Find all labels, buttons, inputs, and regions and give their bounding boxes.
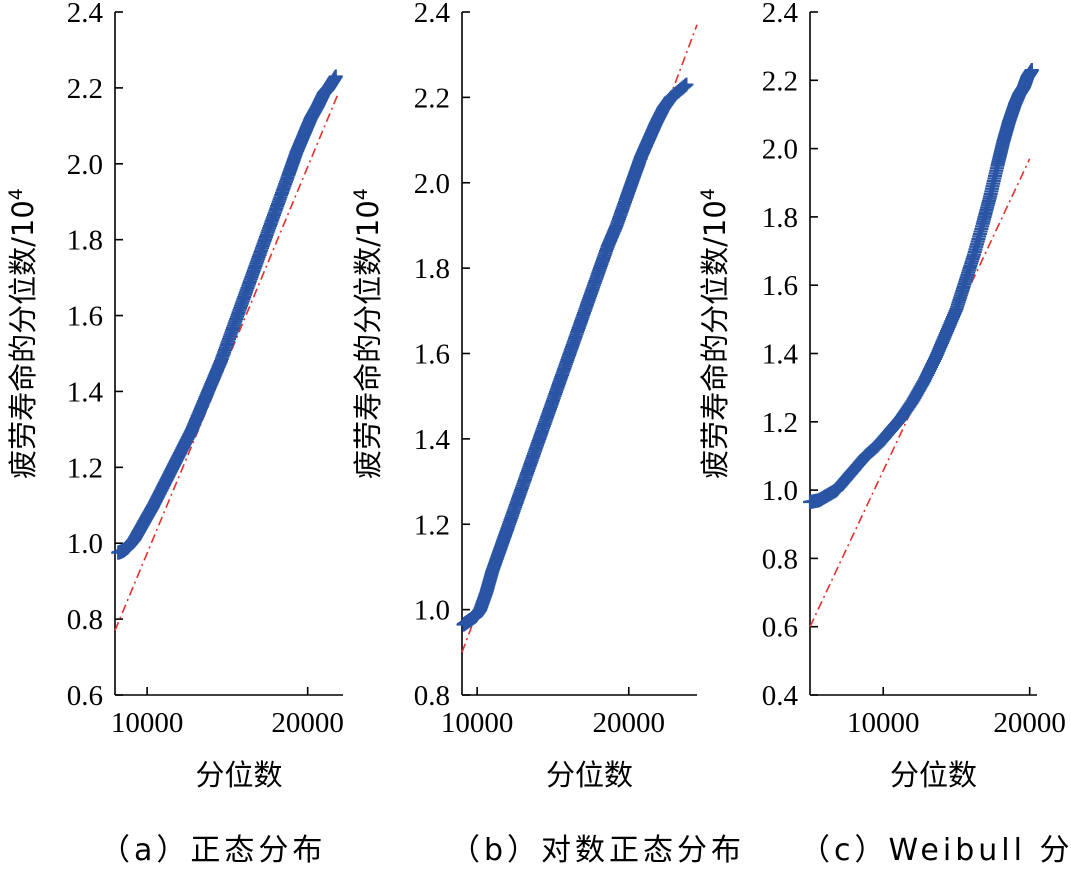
y-tick-label: 0.6 (762, 612, 798, 644)
y-tick-label: 2.0 (67, 149, 103, 181)
x-tick-label: 20000 (993, 707, 1066, 739)
y-tick-label: 2.0 (414, 168, 450, 200)
y-tick-label: 1.0 (414, 595, 450, 627)
series-markers (111, 69, 343, 560)
x-tick-label: 10000 (847, 707, 920, 739)
x-axis-title: 分位数 (195, 758, 282, 792)
y-axis-title: 疲劳寿命的分位数/104 (697, 188, 732, 479)
y-tick-label: 2.2 (762, 65, 798, 97)
data-point (1024, 63, 1039, 78)
y-tick-label: 0.8 (414, 680, 450, 712)
y-tick-label: 2.4 (414, 0, 451, 29)
y-tick-label: 1.4 (762, 339, 799, 371)
y-axis-title-text: 疲劳寿命的分位数/10 (6, 200, 40, 479)
y-tick-label: 1.2 (414, 509, 450, 541)
data-point (679, 77, 694, 92)
y-tick-label: 1.4 (414, 424, 451, 456)
y-axis-title-superscript: 4 (350, 188, 372, 200)
y-tick-label: 1.0 (762, 475, 798, 507)
y-tick-label: 1.6 (414, 339, 450, 371)
x-tick-label: 20000 (593, 707, 666, 739)
series-markers (803, 63, 1039, 510)
x-tick-label: 10000 (441, 707, 514, 739)
y-axis-title-text: 疲劳寿命的分位数/10 (698, 200, 732, 479)
y-tick-label: 1.8 (762, 202, 798, 234)
y-tick-label: 1.6 (762, 270, 798, 302)
y-axis-title: 疲劳寿命的分位数/104 (350, 188, 385, 479)
y-tick-label: 2.4 (67, 0, 104, 29)
y-tick-label: 2.0 (762, 134, 798, 166)
chart-panel-c: 0.4 0.6 0.8 1.0 1.2 1.4 1.6 1.8 2.0 2.2 2.4 10000 20… (697, 0, 1071, 868)
y-tick-label: 1.2 (762, 407, 798, 439)
series-markers (456, 77, 694, 632)
y-tick-label: 2.4 (762, 0, 799, 29)
y-axis-title-superscript: 4 (5, 188, 27, 200)
y-tick-label: 1.2 (67, 452, 103, 484)
x-tick-label: 20000 (271, 707, 344, 739)
y-tick-label: 2.2 (414, 82, 450, 114)
y-tick-label: 0.4 (762, 680, 799, 712)
chart-panel-a: 0.6 0.8 1.0 1.2 1.4 1.6 1.8 2.0 2.2 2.4 10000 20000… (5, 0, 344, 868)
y-tick-label: 1.6 (67, 301, 103, 333)
panel-caption: （b）对数正态分布 (450, 833, 745, 868)
panel-caption: （a）正态分布 (100, 833, 326, 868)
panel-caption: （c）Weibull 分布 (800, 833, 1071, 868)
y-axis-title-text: 疲劳寿命的分位数/10 (351, 200, 385, 479)
y-tick-label: 0.6 (67, 680, 103, 712)
x-axis-title: 分位数 (890, 758, 977, 792)
y-tick-label: 0.8 (762, 543, 798, 575)
x-axis-title: 分位数 (546, 758, 633, 792)
y-tick-label: 0.8 (67, 604, 103, 636)
y-tick-label: 1.0 (67, 528, 103, 560)
y-axis-title-superscript: 4 (697, 188, 719, 200)
y-tick-label: 1.4 (67, 376, 104, 408)
data-point (328, 69, 343, 84)
y-tick-label: 1.8 (414, 253, 450, 285)
y-tick-label: 1.8 (67, 225, 103, 257)
y-axis-title: 疲劳寿命的分位数/104 (5, 188, 40, 479)
y-tick-label: 2.2 (67, 73, 103, 105)
x-tick-label: 10000 (111, 707, 184, 739)
chart-panel-b: 0.8 1.0 1.2 1.4 1.6 1.8 2.0 2.2 2.4 10000 20000 疲劳寿… (350, 0, 745, 868)
